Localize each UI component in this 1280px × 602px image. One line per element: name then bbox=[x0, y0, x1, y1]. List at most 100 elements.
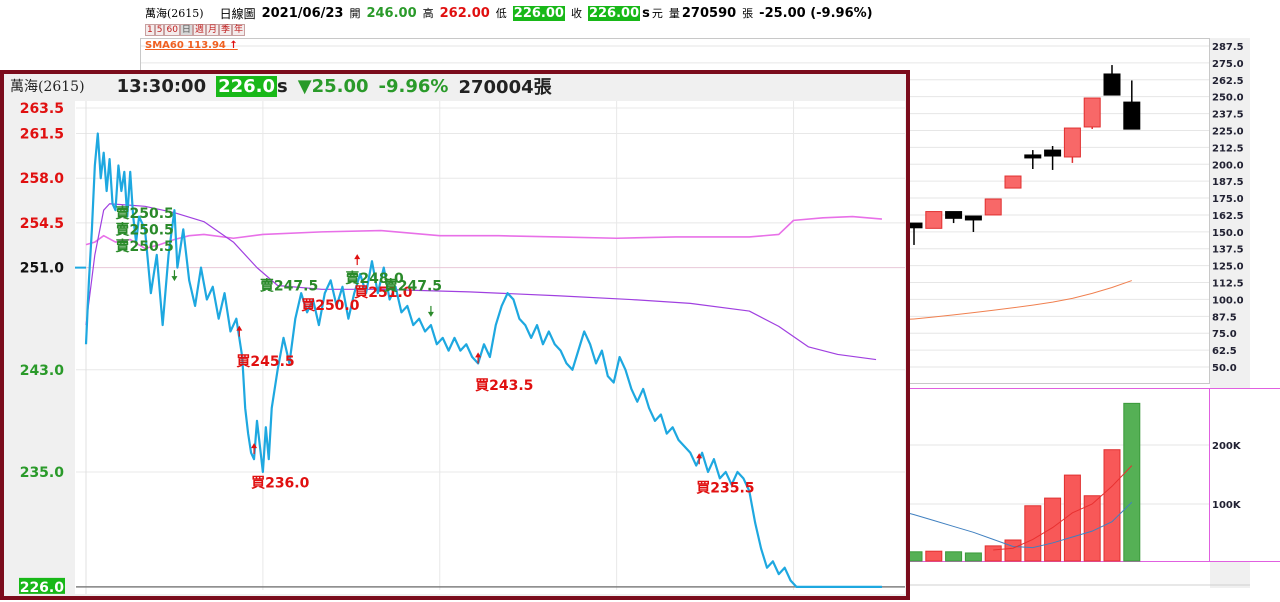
price-axis-label: 137.5 bbox=[1212, 245, 1244, 256]
volume-bar bbox=[964, 552, 982, 562]
daily-header: 萬海(2615) 日線圖 2021/06/23 開 246.00 高 262.0… bbox=[145, 4, 873, 22]
candle-body bbox=[1024, 154, 1042, 159]
buy-arrowhead-icon bbox=[236, 325, 243, 331]
low-label: 低 bbox=[495, 7, 507, 20]
open-label: 開 bbox=[349, 7, 361, 20]
volume-bar bbox=[1103, 449, 1121, 562]
candle-body bbox=[945, 211, 963, 219]
period-month[interactable]: 月 bbox=[205, 24, 219, 36]
sell-signal-label: 賣250.5 bbox=[114, 205, 173, 222]
intraday-stock-name: 萬海(2615) bbox=[10, 79, 85, 95]
candle-body bbox=[1004, 175, 1022, 189]
price-axis-label: 175.0 bbox=[1212, 194, 1244, 205]
y-axis-label: 258.0 bbox=[20, 171, 65, 187]
period-quarter[interactable]: 季 bbox=[218, 24, 232, 36]
candle-body bbox=[1103, 73, 1121, 96]
sma60-label: SMA60 113.94 bbox=[145, 40, 226, 51]
price-axis-label: 50.0 bbox=[1212, 363, 1237, 374]
y-axis-label: 235.0 bbox=[20, 465, 65, 481]
price-axis-label: 275.0 bbox=[1212, 59, 1244, 70]
candle-body bbox=[984, 198, 1002, 216]
price-axis-label: 287.5 bbox=[1212, 42, 1244, 53]
candle-body bbox=[1044, 149, 1062, 157]
period-year[interactable]: 年 bbox=[231, 24, 245, 36]
y-axis-label: 243.0 bbox=[20, 363, 65, 379]
close-value: 226.00 bbox=[587, 5, 641, 21]
sell-arrowhead-icon bbox=[171, 276, 178, 282]
candle-body bbox=[1083, 97, 1101, 128]
price-axis-label: 75.0 bbox=[1212, 329, 1237, 340]
up-arrow-icon: ↑ bbox=[229, 40, 238, 51]
sell-signal-label: 賣250.5 bbox=[114, 238, 173, 255]
sell-signal-label: 賣247.5 bbox=[259, 278, 318, 295]
volume-unit: 張 bbox=[742, 7, 754, 20]
candle-body bbox=[1063, 127, 1081, 158]
buy-signal-label: 買245.5 bbox=[236, 354, 294, 370]
price-axis-label: 187.5 bbox=[1212, 177, 1244, 188]
period-selector: 1 5 60 日 週 月 季 年 bbox=[145, 24, 245, 36]
price-axis-label: 150.0 bbox=[1212, 228, 1244, 239]
volume-bar bbox=[925, 550, 943, 562]
last-price-tag bbox=[19, 577, 65, 594]
date: 2021/06/23 bbox=[261, 5, 344, 21]
y-axis-label: 226.0 bbox=[20, 580, 65, 596]
intraday-suffix: s bbox=[277, 75, 288, 97]
intraday-change: ▼25.00 bbox=[297, 75, 369, 97]
intraday-price: 226.0 bbox=[216, 75, 278, 97]
sma60-legend[interactable]: SMA60 113.94 ↑ bbox=[145, 40, 238, 51]
y-axis-label: 261.5 bbox=[20, 127, 64, 143]
buy-arrowhead-icon bbox=[251, 443, 258, 449]
volume-ma-slow-line bbox=[904, 501, 1133, 549]
price-axis-label: 200.0 bbox=[1212, 160, 1244, 171]
volume-bar bbox=[945, 551, 963, 562]
price-axis-label: 100.0 bbox=[1212, 295, 1244, 306]
high-label: 高 bbox=[422, 7, 434, 20]
stock-name: 萬海(2615) bbox=[145, 7, 204, 20]
currency: 元 bbox=[651, 7, 663, 20]
price-axis-label: 250.0 bbox=[1212, 93, 1244, 104]
volume-bar bbox=[1044, 497, 1062, 562]
period-day[interactable]: 日 bbox=[179, 24, 193, 36]
close-suffix: s bbox=[642, 5, 650, 21]
sell-signal-label: 賣250.5 bbox=[114, 221, 173, 238]
price-axis-label: 262.5 bbox=[1212, 76, 1244, 87]
buy-signal-label: 買251.0 bbox=[354, 285, 413, 301]
volume-bar bbox=[1123, 402, 1141, 562]
price-axis-label: 87.5 bbox=[1212, 312, 1237, 323]
y-axis-label: 254.5 bbox=[20, 216, 64, 232]
avg-price-line-pink bbox=[85, 215, 883, 250]
price-axis-label: 225.0 bbox=[1212, 126, 1244, 137]
sma60-line bbox=[913, 280, 1132, 320]
buy-signal-label: 買236.0 bbox=[251, 475, 310, 491]
buy-arrowhead-icon bbox=[696, 453, 703, 459]
close-label: 收 bbox=[570, 7, 582, 20]
period-1min[interactable]: 1 bbox=[145, 24, 155, 36]
price-axis-label: 62.5 bbox=[1212, 346, 1237, 357]
buy-signal-label: 買235.5 bbox=[696, 480, 754, 496]
buy-signal-label: 買243.5 bbox=[475, 378, 533, 394]
buy-arrowhead-icon bbox=[475, 352, 482, 358]
avg-price-line-purple bbox=[85, 203, 877, 361]
volume-bar bbox=[1063, 474, 1081, 562]
price-axis-label: 112.5 bbox=[1212, 279, 1244, 290]
sell-signal-label: 賣248.0 bbox=[344, 270, 404, 287]
buy-arrowhead-icon bbox=[354, 254, 361, 260]
price-axis-label: 212.5 bbox=[1212, 143, 1244, 154]
low-value: 226.00 bbox=[512, 5, 565, 21]
intraday-time: 13:30:00 bbox=[116, 75, 207, 97]
volume-axis-label: 200K bbox=[1212, 441, 1242, 452]
y-axis-label: 251.0 bbox=[20, 261, 65, 277]
high-value: 262.00 bbox=[439, 5, 490, 21]
intraday-header: 萬海(2615) 13:30:00 226.0 s ▼25.00 -9.96% … bbox=[10, 74, 552, 98]
chart-type: 日線圖 bbox=[219, 6, 256, 21]
volume-ma-fast-line bbox=[993, 465, 1133, 551]
price-axis-label: 162.5 bbox=[1212, 211, 1244, 222]
period-week[interactable]: 週 bbox=[192, 24, 206, 36]
price-axis-label: 237.5 bbox=[1212, 110, 1244, 121]
period-5min[interactable]: 5 bbox=[154, 24, 165, 36]
open-value: 246.00 bbox=[366, 5, 417, 21]
candle-body bbox=[925, 211, 943, 229]
y-axis-label: 263.5 bbox=[20, 101, 64, 117]
period-60min[interactable]: 60 bbox=[164, 24, 180, 36]
